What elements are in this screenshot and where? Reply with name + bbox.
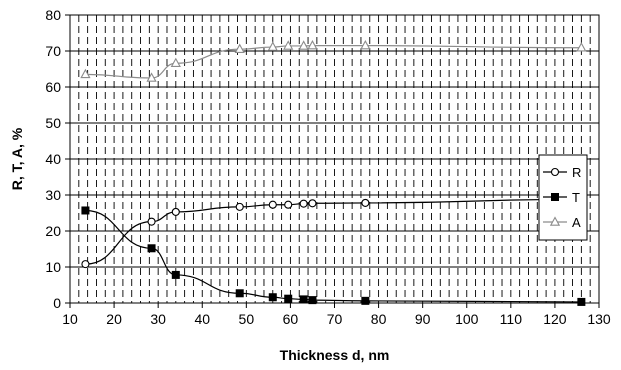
y-tick-label: 70: [45, 43, 61, 59]
series-t-point: [235, 289, 244, 298]
series-a: [80, 39, 587, 82]
x-tick-label: 10: [62, 311, 78, 327]
y-tick-label: 20: [45, 223, 61, 239]
x-tick-label: 90: [415, 311, 431, 327]
legend-marker-t: [551, 193, 559, 201]
series-r: [81, 195, 586, 269]
x-tick-label: 60: [283, 311, 299, 327]
x-tick-label: 100: [455, 311, 479, 327]
x-tick-label: 130: [587, 311, 611, 327]
y-tick-label: 10: [45, 259, 61, 275]
legend-marker-r: [550, 167, 560, 177]
series-r-point: [308, 199, 317, 208]
series-t-point: [171, 270, 180, 279]
series-t-point: [308, 296, 317, 305]
y-tick-label: 80: [45, 7, 61, 23]
x-axis-title: Thickness d, nm: [280, 347, 390, 363]
series-a-line: [85, 44, 582, 79]
series-t: [81, 206, 586, 306]
series-r-point: [235, 202, 244, 211]
x-tick-label: 120: [543, 311, 567, 327]
series-r-point: [284, 200, 293, 209]
y-axis-title: R, T, A, %: [9, 127, 25, 190]
y-tick-label: 40: [45, 151, 61, 167]
series-a-point: [576, 42, 587, 52]
x-tick-label: 30: [150, 311, 166, 327]
series-t-point: [299, 295, 308, 304]
series-r-point: [268, 200, 277, 209]
series-r-point: [147, 217, 156, 226]
series-a-point: [170, 57, 181, 67]
series-r-point: [171, 207, 180, 216]
legend: RTA: [538, 154, 588, 241]
series-a-point: [80, 68, 91, 79]
series-a-point: [298, 40, 309, 50]
series-group: [80, 39, 587, 306]
series-a-point: [307, 39, 318, 50]
series-t-line: [85, 209, 582, 303]
legend-marker-a: [549, 216, 561, 226]
legend-label-t: T: [572, 190, 580, 205]
x-tick-label: 110: [500, 311, 523, 327]
series-t-point: [284, 294, 293, 303]
grid: [70, 14, 599, 303]
series-r-point: [81, 260, 90, 269]
x-tick-label: 50: [239, 311, 255, 327]
x-tick-label: 70: [327, 311, 343, 327]
series-r-point: [299, 199, 308, 208]
series-t-point: [81, 206, 90, 215]
legend-label-r: R: [572, 165, 581, 180]
series-t-point: [361, 296, 370, 305]
legend-label-a: A: [572, 215, 581, 230]
y-tick-label: 30: [45, 187, 61, 203]
y-tick-label: 50: [45, 115, 61, 131]
axes: 10 20 30 40 50 60 70 80 90 100 110 120 1300102030405…: [45, 7, 610, 327]
series-a-point: [360, 39, 371, 50]
series-a-point: [146, 72, 157, 82]
y-tick-label: 60: [45, 79, 61, 95]
x-tick-label: 80: [371, 311, 387, 327]
series-t-point: [147, 244, 156, 253]
series-a-point: [234, 43, 245, 53]
y-tick-label: 0: [53, 295, 61, 311]
x-tick-label: 20: [106, 311, 122, 327]
series-t-point: [268, 293, 277, 302]
series-t-point: [577, 297, 586, 306]
series-a-point: [267, 41, 278, 51]
x-tick-label: 40: [194, 311, 210, 327]
series-r-point: [361, 198, 370, 207]
series-a-point: [283, 40, 294, 50]
